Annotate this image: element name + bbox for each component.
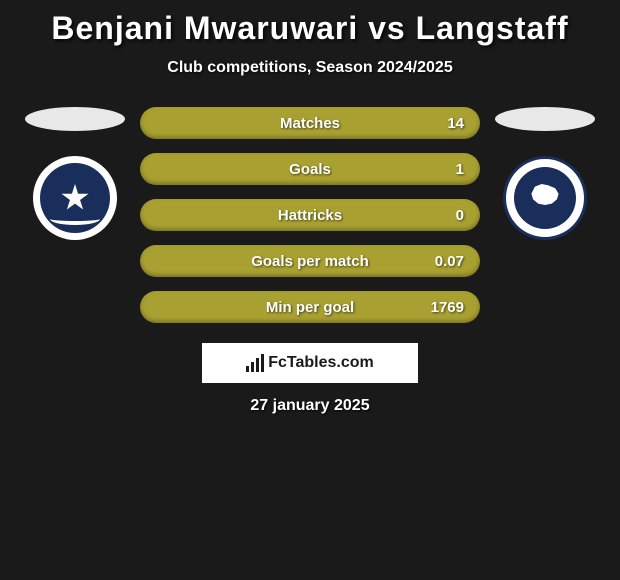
crescent-icon [50,213,100,225]
player-avatar-left [25,107,125,131]
stat-row-goals: Goals 1 [140,153,480,185]
stat-row-min-per-goal: Min per goal 1769 [140,291,480,323]
branding-text: FcTables.com [268,354,374,372]
stat-label: Goals per match [251,253,369,270]
chart-icon [246,354,264,372]
right-column [495,107,595,240]
content-row: Matches 14 Goals 1 Hattricks 0 Goals per… [0,107,620,323]
stat-value: 0 [456,207,464,224]
badge-inner-right [514,167,576,229]
lion-icon [528,184,562,212]
stat-label: Matches [280,115,340,132]
stat-label: Min per goal [266,299,354,316]
stat-value: 0.07 [435,253,464,270]
stat-row-matches: Matches 14 [140,107,480,139]
page-title: Benjani Mwaruwari vs Langstaff [0,10,620,47]
subtitle: Club competitions, Season 2024/2025 [0,59,620,77]
stat-row-hattricks: Hattricks 0 [140,199,480,231]
player-avatar-right [495,107,595,131]
stat-label: Goals [289,161,331,178]
stat-value: 1769 [431,299,464,316]
star-icon [61,184,89,212]
stat-value: 1 [456,161,464,178]
stats-column: Matches 14 Goals 1 Hattricks 0 Goals per… [140,107,480,323]
stat-value: 14 [447,115,464,132]
stat-row-goals-per-match: Goals per match 0.07 [140,245,480,277]
branding-box[interactable]: FcTables.com [202,343,418,383]
left-column [25,107,125,240]
stat-label: Hattricks [278,207,342,224]
main-container: Benjani Mwaruwari vs Langstaff Club comp… [0,0,620,425]
date-text: 27 january 2025 [0,397,620,415]
badge-inner-left [40,163,110,233]
club-badge-millwall [503,156,587,240]
club-badge-portsmouth [33,156,117,240]
